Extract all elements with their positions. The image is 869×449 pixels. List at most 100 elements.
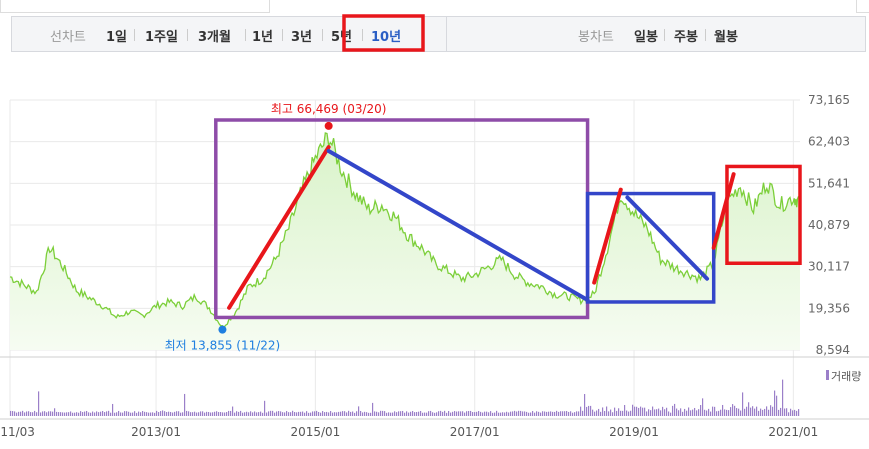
volume-bar (356, 411, 358, 416)
y-tick-label: 19,356 (808, 301, 850, 315)
volume-bar (330, 411, 332, 416)
volume-bar (246, 411, 248, 416)
candle-monthly-button[interactable]: 월봉 (714, 30, 738, 45)
volume-bar (22, 410, 24, 416)
volume-bar (158, 412, 160, 416)
volume-bar (466, 411, 468, 416)
volume-bar (548, 411, 550, 416)
volume-bar (596, 410, 598, 416)
volume-bar (60, 412, 62, 416)
volume-bar (602, 407, 604, 416)
volume-bar (518, 410, 520, 416)
volume-bar (248, 412, 250, 416)
volume-bar (556, 410, 558, 416)
volume-bar (740, 410, 742, 416)
volume-bar (316, 410, 318, 416)
volume-bar (428, 411, 430, 416)
volume-bar (66, 412, 68, 416)
volume-bar (768, 409, 770, 416)
volume-bar (516, 411, 518, 416)
volume-bar (182, 412, 184, 416)
volume-bar (416, 412, 418, 416)
volume-bar (142, 411, 144, 416)
period-1week-button[interactable]: 1주일 (145, 30, 178, 45)
volume-bar (664, 409, 666, 416)
volume-bar (226, 412, 228, 416)
volume-bar (84, 411, 86, 416)
volume-bar (334, 412, 336, 416)
volume-bar (350, 411, 352, 416)
y-tick-label: 51,641 (808, 176, 850, 190)
period-10year-button[interactable]: 10년 (371, 30, 402, 45)
volume-bar (674, 403, 676, 416)
volume-bar (252, 412, 254, 416)
price-line (9, 132, 801, 329)
candle-weekly-button[interactable]: 주봉 (674, 30, 698, 45)
volume-bar (40, 412, 42, 416)
volume-bar (114, 412, 116, 416)
volume-bar (706, 410, 708, 416)
volume-bar (442, 411, 444, 416)
volume-bar (760, 408, 762, 416)
volume-bar (236, 411, 238, 416)
volume-bar (536, 411, 538, 416)
volume-bar (436, 412, 438, 416)
period-3month-button[interactable]: 3개월 (198, 30, 231, 45)
volume-bar (438, 411, 440, 416)
selected-period-highlight (342, 14, 425, 52)
volume-bar (652, 406, 654, 416)
volume-bar (634, 406, 636, 416)
volume-bar (44, 411, 46, 416)
period-1year-button[interactable]: 1년 (252, 30, 274, 45)
volume-bar (648, 409, 650, 416)
volume-bar (146, 412, 148, 416)
volume-bar (68, 412, 70, 416)
candle-daily-button[interactable]: 일봉 (634, 30, 658, 45)
volume-bar (490, 411, 492, 416)
period-3year-button[interactable]: 3년 (291, 30, 313, 45)
volume-bar (484, 411, 486, 416)
divider (187, 29, 188, 41)
volume-bar (88, 412, 90, 416)
volume-bar (358, 406, 360, 416)
volume-bar (508, 412, 510, 416)
volume-bar (154, 412, 156, 416)
volume-bar (472, 412, 474, 416)
x-tick-label: 2013/01 (131, 425, 181, 439)
volume-bar (26, 411, 28, 416)
volume-bar (544, 411, 546, 416)
volume-bar (620, 410, 622, 416)
volume-bar (20, 411, 22, 416)
volume-bar (196, 412, 198, 416)
volume-bar (348, 410, 350, 416)
volume-bar (112, 403, 114, 416)
period-1day-button[interactable]: 1일 (106, 30, 128, 45)
volume-bar (708, 408, 710, 416)
volume-bar (486, 411, 488, 416)
volume-bar (750, 407, 752, 416)
volume-bar (72, 412, 74, 416)
volume-bar (284, 412, 286, 416)
volume-bar (772, 406, 774, 416)
volume-bar (590, 405, 592, 416)
volume-bar (712, 406, 714, 416)
volume-bar (354, 412, 356, 416)
volume-bar (496, 410, 498, 416)
volume-bar (614, 407, 616, 416)
period-5year-button[interactable]: 5년 (331, 30, 353, 45)
volume-bar (292, 410, 294, 416)
volume-bar (276, 411, 278, 416)
y-tick-label: 62,403 (808, 135, 850, 149)
volume-bar (728, 410, 730, 416)
volume-bar (64, 412, 66, 416)
volume-bar (268, 411, 270, 416)
volume-bar (748, 402, 750, 416)
x-tick-label: 2019/01 (609, 425, 659, 439)
volume-bar (432, 412, 434, 416)
volume-bar (12, 411, 14, 416)
volume-bar (452, 411, 454, 416)
volume-bar (566, 411, 568, 416)
volume-bar (524, 411, 526, 416)
volume-bar (310, 412, 312, 416)
volume-bar (306, 411, 308, 416)
